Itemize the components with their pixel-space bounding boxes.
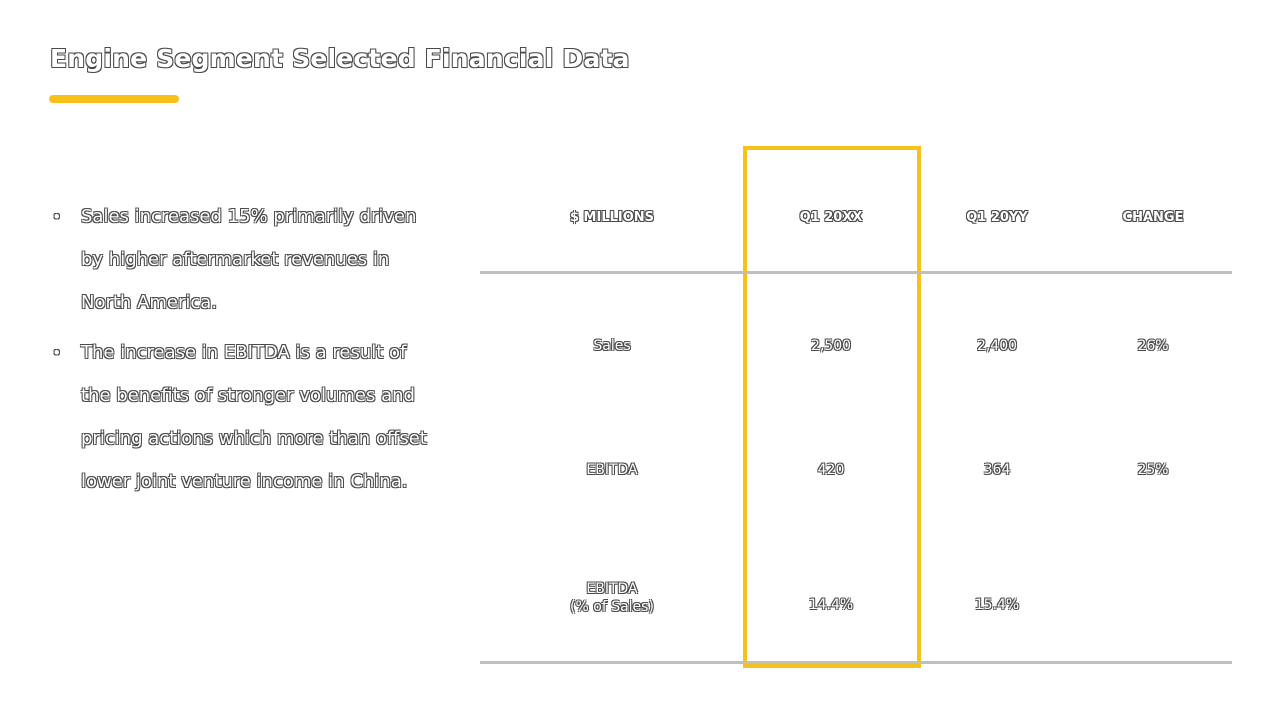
- bullet-dot-icon: •: [52, 207, 62, 226]
- cell-ebitda-q1-20xx: 420: [817, 462, 845, 478]
- bullet-text: The increase in EBITDA is a result of th…: [81, 342, 427, 492]
- slide-title: Engine Segment Selected Financial Data: [50, 44, 630, 73]
- bullet-item-ebitda: • The increase in EBITDA is a result of …: [48, 331, 428, 503]
- column-header-change: CHANGE: [1122, 210, 1184, 225]
- cell-sales-change: 26%: [1137, 338, 1169, 354]
- row-label-ebitda: EBITDA: [586, 462, 638, 478]
- header-rule: [480, 271, 1232, 274]
- cell-sales-q1-20xx: 2,500: [810, 338, 852, 354]
- financial-table: $ MILLIONS Q1 20XX Q1 20YY CHANGE Sales …: [480, 146, 1232, 668]
- column-header-q1-20xx: Q1 20XX: [799, 210, 863, 225]
- highlight-column-box: [743, 146, 921, 668]
- cell-sales-q1-20yy: 2,400: [976, 338, 1018, 354]
- column-header-q1-20yy: Q1 20YY: [966, 210, 1028, 225]
- column-header-millions: $ MILLIONS: [569, 210, 655, 225]
- title-underline: [49, 95, 179, 103]
- cell-ebitda-q1-20yy: 364: [983, 462, 1011, 478]
- row-label-sales: Sales: [593, 338, 631, 354]
- bullet-list: • Sales increased 15% primarily driven b…: [48, 195, 428, 510]
- row-label-ebitda-margin-line2: (% of Sales): [570, 599, 654, 615]
- bullet-text: Sales increased 15% primarily driven by …: [81, 206, 417, 313]
- cell-ebitda-change: 25%: [1137, 462, 1169, 478]
- row-label-ebitda-margin-line1: EBITDA: [586, 581, 638, 597]
- bullet-item-sales: • Sales increased 15% primarily driven b…: [48, 195, 428, 324]
- cell-ebitda-margin-q1-20xx: 14.4%: [808, 597, 854, 613]
- row-label-ebitda-margin: EBITDA (% of Sales): [512, 580, 712, 616]
- bullet-dot-icon: •: [52, 343, 62, 362]
- bottom-rule: [480, 661, 1232, 664]
- cell-ebitda-margin-q1-20yy: 15.4%: [974, 597, 1020, 613]
